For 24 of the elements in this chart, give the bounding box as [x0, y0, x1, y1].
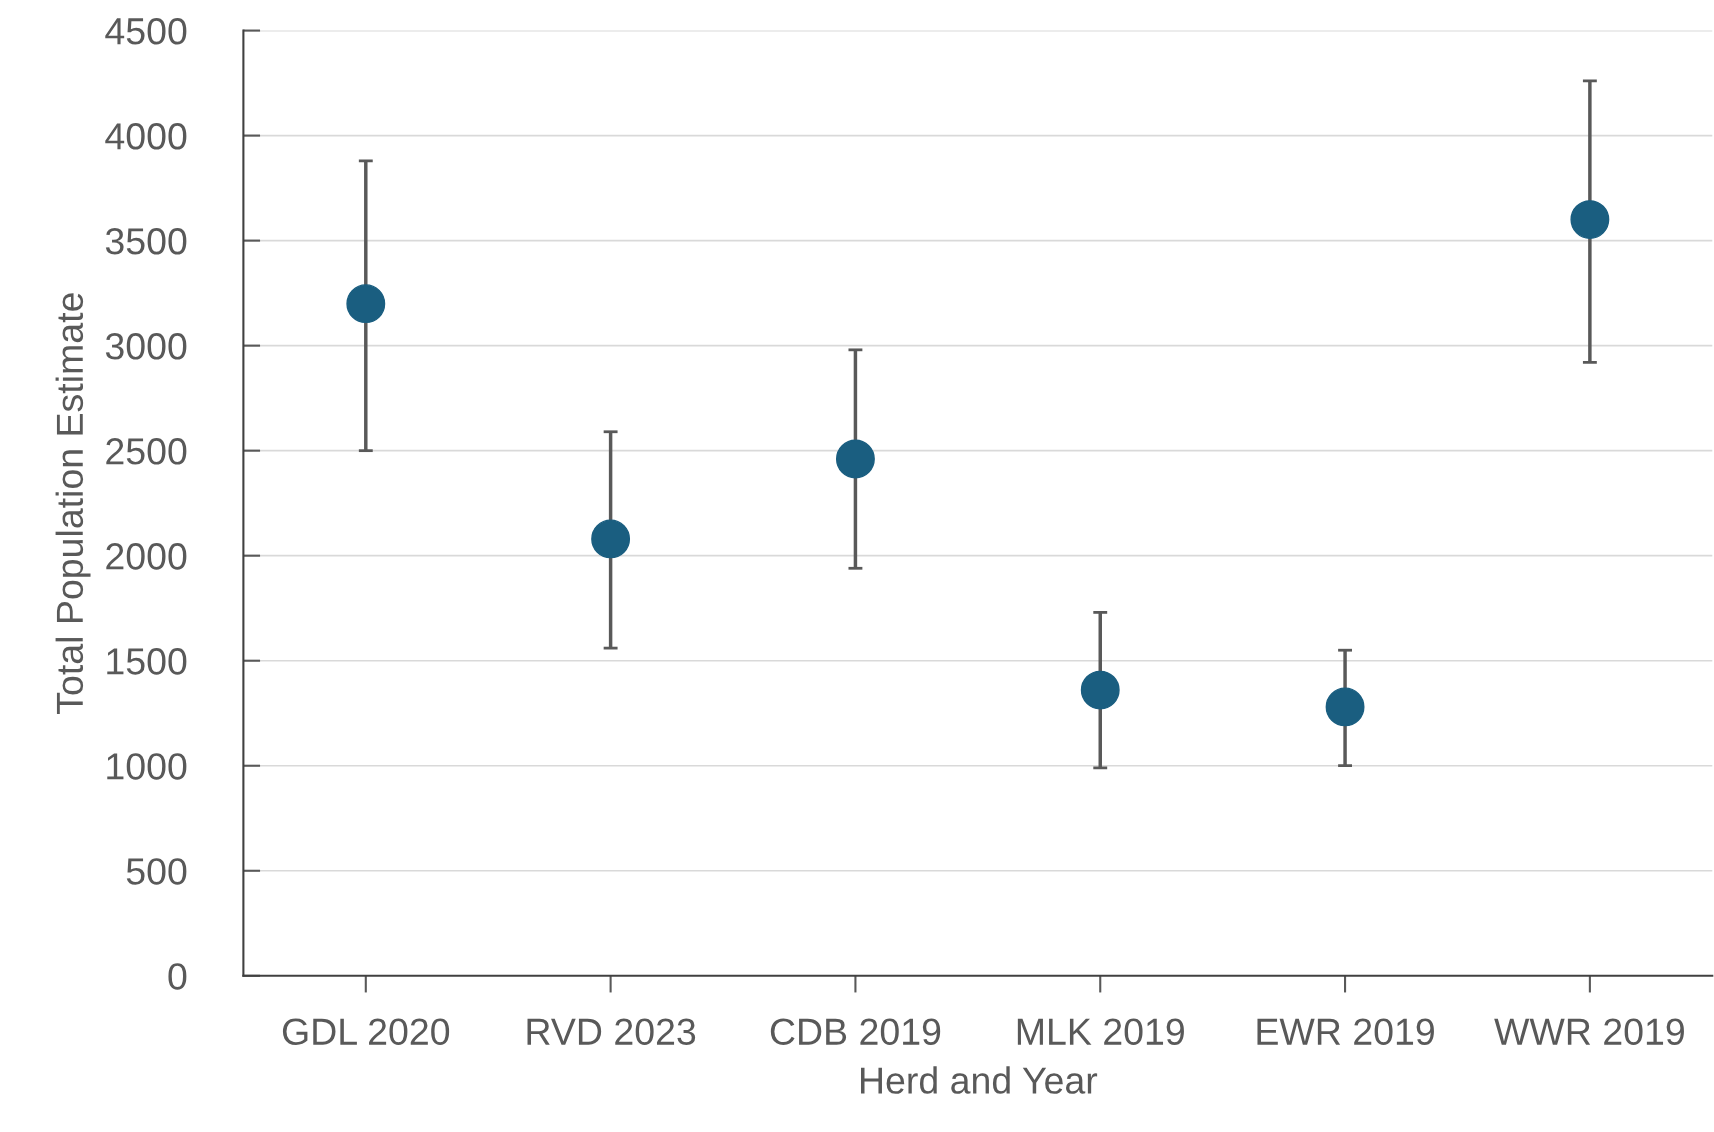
y-tick-label: 4500: [105, 17, 187, 45]
x-axis-title: Herd and Year: [861, 1066, 1098, 1094]
point: [1080, 670, 1120, 710]
y-tick-label: 2500: [106, 438, 187, 465]
y-tick-label: 0: [168, 963, 187, 990]
y-tick-label: 3000: [105, 333, 187, 360]
y-tick-label: 2000: [106, 543, 187, 570]
x-tick-label: CDB 2019: [770, 1018, 941, 1045]
x-tick-label: EWR 2019: [1257, 1018, 1434, 1045]
y-tick-label: 3500: [105, 228, 187, 255]
y-axis-title: Total Population Estimate: [55, 293, 91, 714]
point: [346, 284, 386, 324]
x-tick-label: WWR 2019: [1494, 1018, 1684, 1045]
x-tick-label: MLK 2019: [1017, 1018, 1184, 1045]
y-tick-label: 1500: [107, 648, 187, 675]
x-tick-label: RVD 2023: [527, 1018, 696, 1045]
y-tick-label: 500: [126, 858, 187, 885]
y-tick-label: 1000: [107, 753, 187, 780]
point: [1570, 200, 1610, 240]
x-tick-label: GDL 2020: [282, 1018, 450, 1045]
point: [835, 439, 875, 479]
point: [1325, 687, 1365, 727]
y-tick-label: 4000: [105, 122, 187, 150]
point: [591, 519, 631, 559]
